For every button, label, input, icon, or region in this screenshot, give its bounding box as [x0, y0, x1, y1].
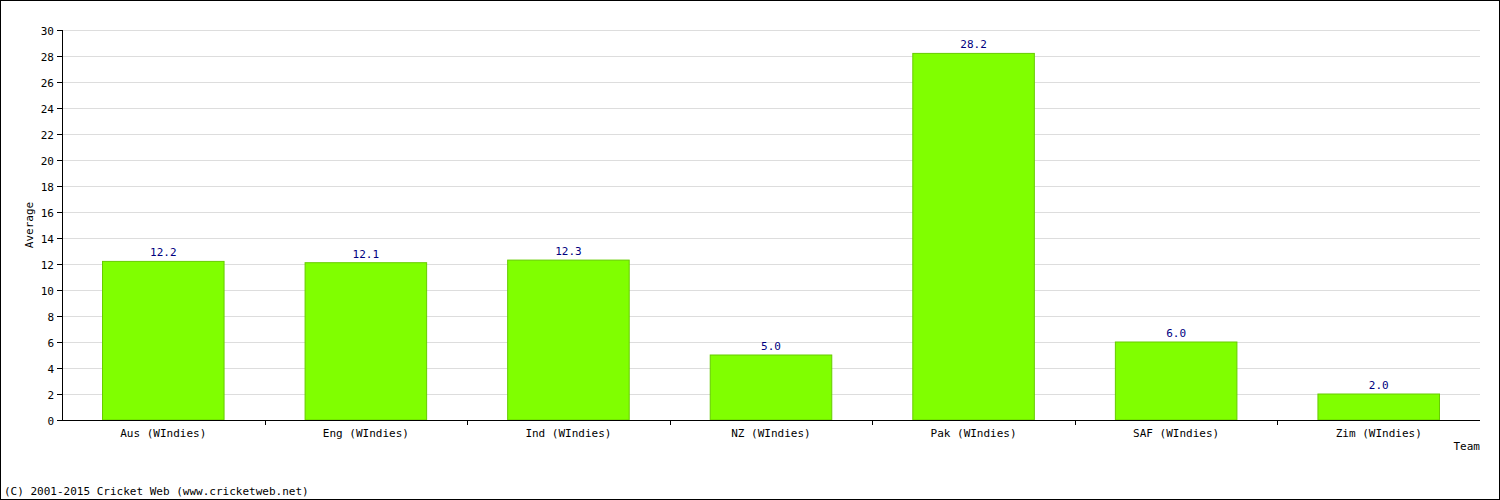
y-tick — [57, 368, 62, 369]
y-tick-label: 28 — [41, 51, 54, 64]
bar — [710, 355, 832, 420]
x-tick-label: NZ (WIndies) — [731, 427, 810, 440]
x-tick-label: Zim (WIndies) — [1336, 427, 1422, 440]
bar — [103, 261, 225, 420]
x-tick — [1277, 420, 1278, 425]
grid-line — [62, 108, 1480, 109]
y-axis — [62, 30, 63, 420]
y-tick — [57, 82, 62, 83]
grid-line — [62, 290, 1480, 291]
grid-line — [62, 160, 1480, 161]
x-tick-label: SAF (WIndies) — [1133, 427, 1219, 440]
y-tick — [57, 56, 62, 57]
grid-line — [62, 56, 1480, 57]
x-tick — [670, 420, 671, 425]
data-label: 12.2 — [150, 246, 177, 259]
grid-line — [62, 82, 1480, 83]
y-tick-label: 8 — [47, 311, 54, 324]
bar — [1318, 394, 1440, 420]
grid-line — [62, 30, 1480, 31]
y-tick — [57, 108, 62, 109]
y-tick — [57, 212, 62, 213]
x-axis-title: Team — [1454, 440, 1481, 453]
y-tick — [57, 238, 62, 239]
data-label: 6.0 — [1166, 327, 1186, 340]
grid-line — [62, 264, 1480, 265]
y-tick — [57, 160, 62, 161]
y-tick — [57, 394, 62, 395]
x-tick — [1075, 420, 1076, 425]
y-axis-title: Average — [23, 202, 36, 248]
grid-line — [62, 212, 1480, 213]
x-tick-label: Ind (WIndies) — [525, 427, 611, 440]
bars — [103, 53, 1440, 420]
x-axis — [62, 420, 1480, 421]
y-tick — [57, 420, 62, 421]
y-tick — [57, 264, 62, 265]
data-label: 28.2 — [960, 38, 987, 51]
bar — [1115, 342, 1237, 420]
y-tick — [57, 30, 62, 31]
x-tick-label: Pak (WIndies) — [931, 427, 1017, 440]
y-tick — [57, 290, 62, 291]
y-tick-label: 22 — [41, 129, 54, 142]
y-tick-label: 2 — [47, 389, 54, 402]
copyright: (C) 2001-2015 Cricket Web (www.cricketwe… — [4, 485, 309, 498]
y-tick — [57, 316, 62, 317]
x-tick — [467, 420, 468, 425]
grid-line — [62, 134, 1480, 135]
x-tick — [265, 420, 266, 425]
y-tick — [57, 134, 62, 135]
y-tick-label: 0 — [47, 415, 54, 428]
x-tick — [872, 420, 873, 425]
y-tick-label: 24 — [41, 103, 55, 116]
bar — [508, 260, 630, 420]
bar — [305, 263, 427, 420]
chart: 02468101214161820222426283012.212.112.35… — [0, 0, 1500, 500]
frame — [1, 1, 1500, 500]
data-label: 5.0 — [761, 340, 781, 353]
y-tick-label: 26 — [41, 77, 54, 90]
y-tick-label: 20 — [41, 155, 54, 168]
x-tick-label: Eng (WIndies) — [323, 427, 409, 440]
grid-line — [62, 238, 1480, 239]
y-tick-label: 30 — [41, 25, 54, 38]
grid-line — [62, 420, 1480, 421]
data-label: 12.1 — [353, 248, 380, 261]
y-tick-label: 12 — [41, 259, 54, 272]
y-tick-label: 18 — [41, 181, 54, 194]
grid-line — [62, 186, 1480, 187]
data-label: 2.0 — [1369, 379, 1389, 392]
y-tick-label: 16 — [41, 207, 54, 220]
bar — [913, 53, 1035, 420]
y-tick-label: 6 — [47, 337, 54, 350]
data-label: 12.3 — [555, 245, 582, 258]
grid-line — [62, 316, 1480, 317]
y-tick — [57, 342, 62, 343]
y-tick-label: 4 — [47, 363, 54, 376]
y-tick-label: 14 — [41, 233, 55, 246]
y-tick-label: 10 — [41, 285, 54, 298]
x-tick-label: Aus (WIndies) — [120, 427, 206, 440]
y-tick — [57, 186, 62, 187]
